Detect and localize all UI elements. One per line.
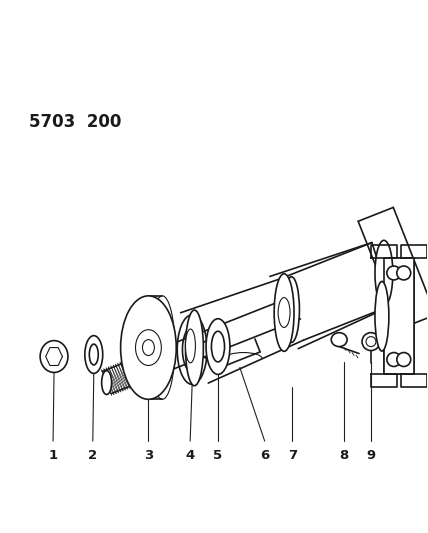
- Ellipse shape: [143, 340, 155, 356]
- Text: 8: 8: [339, 449, 349, 462]
- Ellipse shape: [274, 274, 294, 351]
- Ellipse shape: [121, 296, 176, 399]
- Polygon shape: [384, 258, 414, 375]
- Ellipse shape: [85, 336, 103, 374]
- Ellipse shape: [185, 310, 203, 386]
- Text: 6: 6: [260, 449, 269, 462]
- Text: 2: 2: [88, 449, 97, 462]
- Text: 9: 9: [366, 449, 375, 462]
- Text: 4: 4: [185, 449, 195, 462]
- Ellipse shape: [375, 281, 389, 351]
- Ellipse shape: [331, 333, 347, 346]
- Ellipse shape: [387, 352, 401, 367]
- Ellipse shape: [206, 319, 230, 375]
- Ellipse shape: [185, 329, 196, 363]
- Ellipse shape: [102, 370, 112, 394]
- Ellipse shape: [397, 266, 411, 280]
- Ellipse shape: [150, 296, 175, 399]
- Ellipse shape: [397, 352, 411, 367]
- Ellipse shape: [40, 341, 68, 373]
- Text: 5703  200: 5703 200: [29, 113, 122, 131]
- Text: 1: 1: [48, 449, 58, 462]
- Ellipse shape: [211, 332, 225, 362]
- Ellipse shape: [387, 266, 401, 280]
- Text: 7: 7: [288, 449, 297, 462]
- Ellipse shape: [366, 337, 376, 346]
- Ellipse shape: [89, 344, 98, 365]
- Ellipse shape: [283, 277, 300, 342]
- Ellipse shape: [136, 330, 161, 366]
- Text: 3: 3: [144, 449, 153, 462]
- Text: 5: 5: [214, 449, 223, 462]
- Ellipse shape: [278, 297, 290, 327]
- Ellipse shape: [375, 240, 393, 306]
- Ellipse shape: [362, 333, 380, 351]
